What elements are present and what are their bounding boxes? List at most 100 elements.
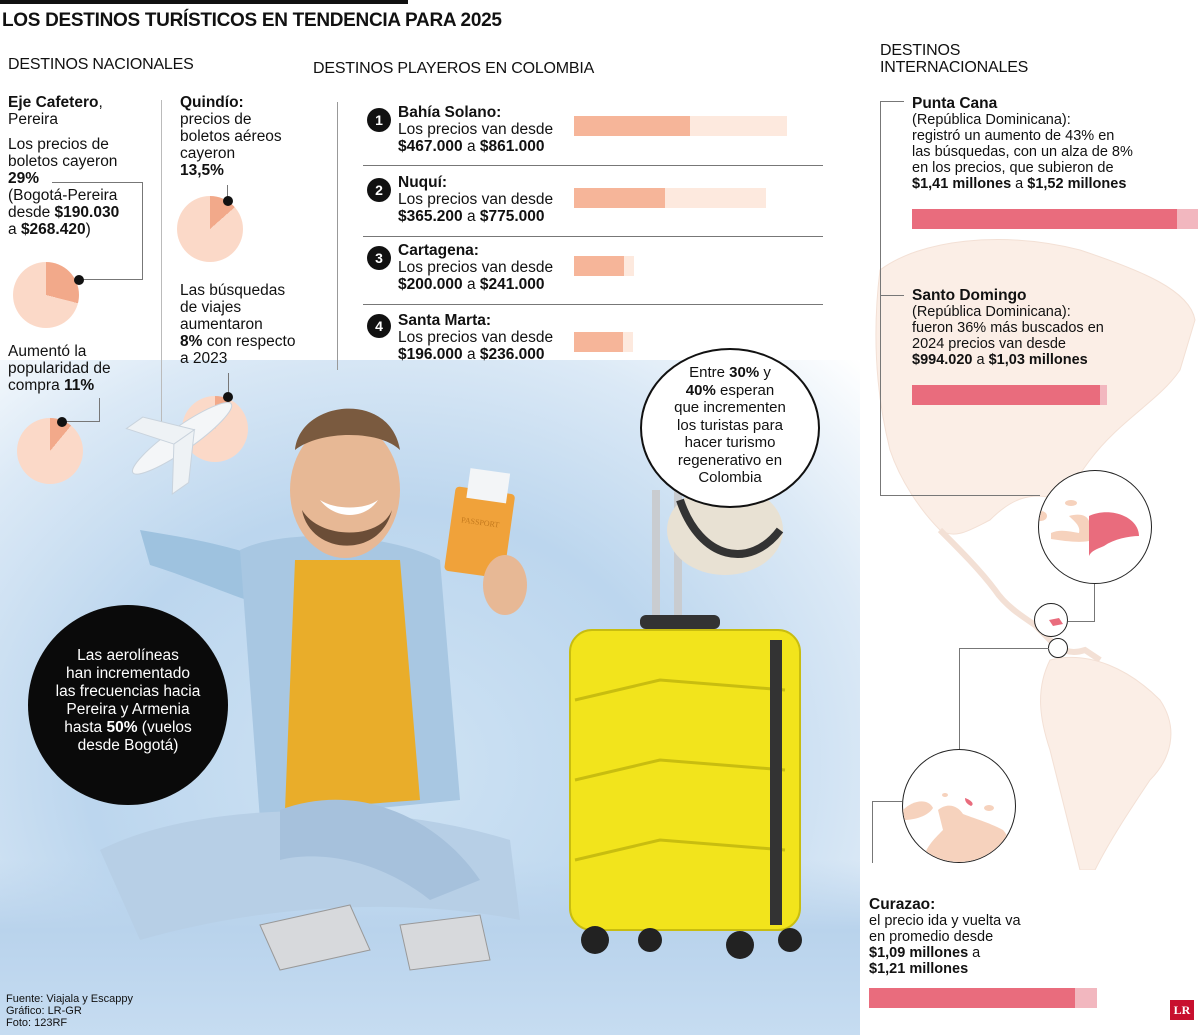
intl-item-punta-cana: Punta Cana (República Dominicana): regis… (912, 96, 1197, 193)
intl-l3: las búsquedas, con un alza de 8% (912, 144, 1133, 160)
beach-to: $775.000 (479, 208, 545, 225)
bubble-l6: desde Bogotá) (77, 737, 179, 754)
bubble-l3: las frecuencias hacia (55, 683, 201, 700)
intl-heading-1: DESTINOS (880, 42, 961, 59)
section-heading-nacionales: DESTINOS NACIONALES (8, 56, 194, 73)
leader-dot (223, 196, 233, 206)
intl-item-curazao: Curazao: el precio ida y vuelta va en pr… (869, 897, 1089, 978)
curacao-zoom-circle (902, 749, 1016, 863)
beach-to: $861.000 (479, 138, 545, 155)
rank-badge-4: 4 (367, 314, 391, 338)
rank-badge-3: 3 (367, 246, 391, 270)
curacao-map (903, 793, 1009, 862)
pie-quindio (177, 196, 243, 262)
beach-name: Nuquí: (398, 174, 448, 191)
beach-from: $200.000 (398, 276, 463, 293)
price-bar-from (574, 188, 665, 208)
eje-pct: 29% (8, 170, 40, 187)
beach-item-3: Cartagena: Los precios van desde $200.00… (398, 242, 573, 293)
quindio-pct: 13,5% (180, 162, 224, 179)
popularidad-text: Aumentó la popularidad de compra 11% (8, 343, 158, 394)
eje-from: $190.030 (54, 204, 120, 221)
intl-price-bar-from (869, 988, 1075, 1008)
pop-l2: popularidad de (8, 360, 111, 377)
beach-from: $467.000 (398, 138, 463, 155)
hispaniola-locator-circle (1034, 603, 1068, 637)
leader-pop-h (62, 421, 100, 422)
row-separator (363, 236, 823, 237)
busq-l3: aumentaron (180, 316, 263, 333)
beach-line: Los precios van desde (398, 191, 554, 208)
price-bar-from (574, 116, 690, 136)
leader-curacao2-h (872, 801, 902, 802)
quindio-l3: cayeron (180, 145, 236, 162)
beach-line: Los precios van desde (398, 259, 554, 276)
eje-to: $268.420 (20, 221, 86, 238)
intl-l2: registró un aumento de 43% en (912, 128, 1115, 144)
bubble-l4: Pereira y Armenia (66, 701, 190, 718)
beach-mid: a (462, 208, 480, 225)
intl-mid: a (968, 945, 981, 961)
busq-pct: 8% (180, 333, 203, 350)
beach-mid: a (462, 346, 480, 363)
wb-l6: regenerativo en (677, 451, 783, 469)
eje-name: Eje Cafetero (8, 94, 99, 111)
wb-pct1: 30% (729, 364, 760, 381)
leader-eje-h2 (80, 279, 143, 280)
leader-punta-h (880, 101, 904, 102)
eje-l5a: desde (8, 204, 55, 221)
leader-map-h (1068, 621, 1095, 622)
beach-name: Santa Marta: (398, 312, 492, 329)
bubble-l2: han incrementado (65, 665, 191, 682)
hispaniola-map (1039, 500, 1139, 556)
rank-badge-2: 2 (367, 178, 391, 202)
intl-from: $1,09 millones (869, 945, 969, 961)
intl-item-santo-domingo: Santo Domingo (República Dominicana): fu… (912, 287, 1197, 369)
busq-l4b: con respecto (202, 333, 296, 350)
leader-dot (57, 417, 67, 427)
intl-l1: (República Dominicana): (912, 304, 1071, 320)
credit-source: Fuente: Viajala y Escappy (6, 993, 133, 1005)
price-bar-from (574, 332, 623, 352)
wb-l4: los turistas para (677, 416, 783, 434)
quindio-l2: boletos aéreos (180, 128, 282, 145)
leader-curacao2-v (872, 801, 873, 863)
pop-pct: 11% (64, 377, 95, 394)
credit-photo: Foto: 123RF (6, 1017, 68, 1029)
beach-name: Cartagena: (398, 242, 479, 259)
intl-name: Santo Domingo (912, 287, 1027, 304)
beach-mid: a (462, 138, 480, 155)
credit-graphic: Gráfico: LR-GR (6, 1005, 82, 1017)
eje-cafetero-text: Eje Cafetero, Pereira Los precios de bol… (8, 94, 158, 238)
section-heading-internacionales: DESTINOS INTERNACIONALES (880, 42, 1028, 76)
leader-curacao-h (959, 648, 1049, 649)
beach-from: $196.000 (398, 346, 463, 363)
leader-intl-v (880, 101, 881, 496)
row-separator (363, 165, 823, 166)
eje-l4: (Bogotá-Pereira (8, 187, 118, 204)
quindio-text: Quindío: precios de boletos aéreos cayer… (180, 94, 320, 179)
wb-l3: que incrementen (674, 399, 786, 416)
wb-l1c: y (759, 364, 771, 381)
page-title: LOS DESTINOS TURÍSTICOS EN TENDENCIA PAR… (2, 10, 502, 31)
beach-to: $236.000 (479, 346, 545, 363)
leader-santo-h (880, 295, 904, 296)
eje-l2: boletos cayeron (8, 153, 118, 170)
intl-l1: el precio ida y vuelta va (869, 913, 1021, 929)
beach-mid: a (462, 276, 480, 293)
beach-item-1: Bahía Solano: Los precios van desde $467… (398, 104, 573, 155)
bubble-l5c: (vuelos (137, 719, 192, 736)
leader-map1-h (880, 495, 1040, 496)
intl-heading-2: INTERNACIONALES (880, 59, 1029, 76)
pie-popularidad (17, 418, 83, 484)
pop-l1: Aumentó la (8, 343, 87, 360)
leader-quindio-v (227, 185, 228, 202)
column-divider (161, 100, 162, 425)
wb-l1a: Entre (689, 364, 730, 381)
regenerative-tourism-bubble: Entre 30% y 40% esperan que incrementen … (640, 348, 820, 508)
hispaniola-zoom-circle (1038, 470, 1152, 584)
quindio-name: Quindío: (180, 94, 244, 111)
beach-item-4: Santa Marta: Los precios van desde $196.… (398, 312, 573, 363)
quindio-l1: precios de (180, 111, 252, 128)
wb-l5: hacer turismo (684, 434, 776, 451)
